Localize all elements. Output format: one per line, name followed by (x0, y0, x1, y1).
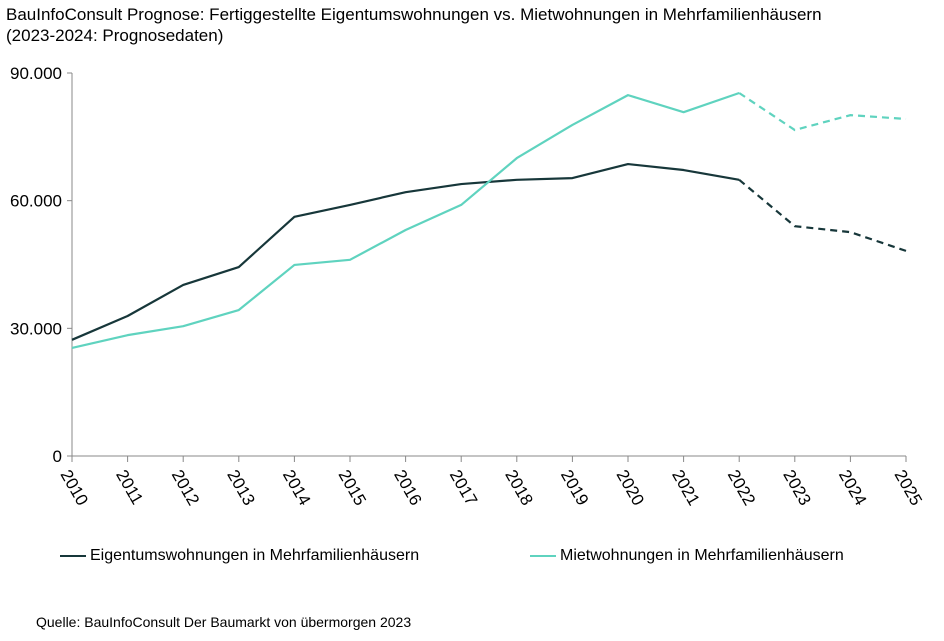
y-tick-label: 30.000 (10, 319, 62, 338)
chart-title-main: BauInfoConsult Prognose: Fertiggestellte… (6, 5, 822, 24)
legend-item-miet: Mietwohnungen in Mehrfamilienhäusern (530, 547, 844, 565)
x-tick-label: 2015 (335, 467, 370, 509)
x-tick-label: 2023 (779, 467, 814, 509)
x-tick-label: 2010 (57, 467, 92, 509)
chart-subtitle: (2023-2024: Prognosedaten) (6, 26, 224, 45)
series-line-forecast (738, 92, 907, 132)
source-note: Quelle: BauInfoConsult Der Baumarkt von … (36, 614, 412, 630)
series-line-actual (71, 162, 740, 341)
chart-title: BauInfoConsult Prognose: Fertiggestellte… (6, 4, 822, 46)
x-tick-label: 2024 (835, 467, 870, 509)
x-tick-label: 2011 (112, 467, 147, 508)
y-tick-label: 0 (53, 447, 62, 466)
y-tick-label: 90.000 (10, 64, 62, 83)
legend-label: Eigentumswohnungen in Mehrfamilienhäuser… (90, 547, 420, 564)
x-tick-label: 2016 (390, 467, 425, 509)
x-tick-label: 2021 (668, 467, 703, 509)
legend-item-eigentum: Eigentumswohnungen in Mehrfamilienhäuser… (60, 547, 419, 565)
x-tick-label: 2013 (223, 467, 258, 509)
x-tick-label: 2020 (613, 467, 648, 509)
x-tick-label: 2014 (279, 467, 314, 509)
x-tick-label: 2012 (168, 467, 203, 509)
y-tick-label: 60.000 (10, 192, 62, 211)
x-tick-label: 2019 (557, 467, 592, 509)
series-line-actual (71, 91, 740, 349)
series-line-forecast (738, 178, 907, 252)
legend-label: Mietwohnungen in Mehrfamilienhäusern (560, 547, 844, 564)
x-tick-label: 2018 (501, 467, 536, 509)
legend-swatch (60, 555, 86, 557)
legend-swatch (530, 555, 556, 557)
x-tick-label: 2025 (891, 467, 926, 509)
x-tick-label: 2017 (446, 467, 481, 509)
x-tick-label: 2022 (724, 467, 759, 509)
